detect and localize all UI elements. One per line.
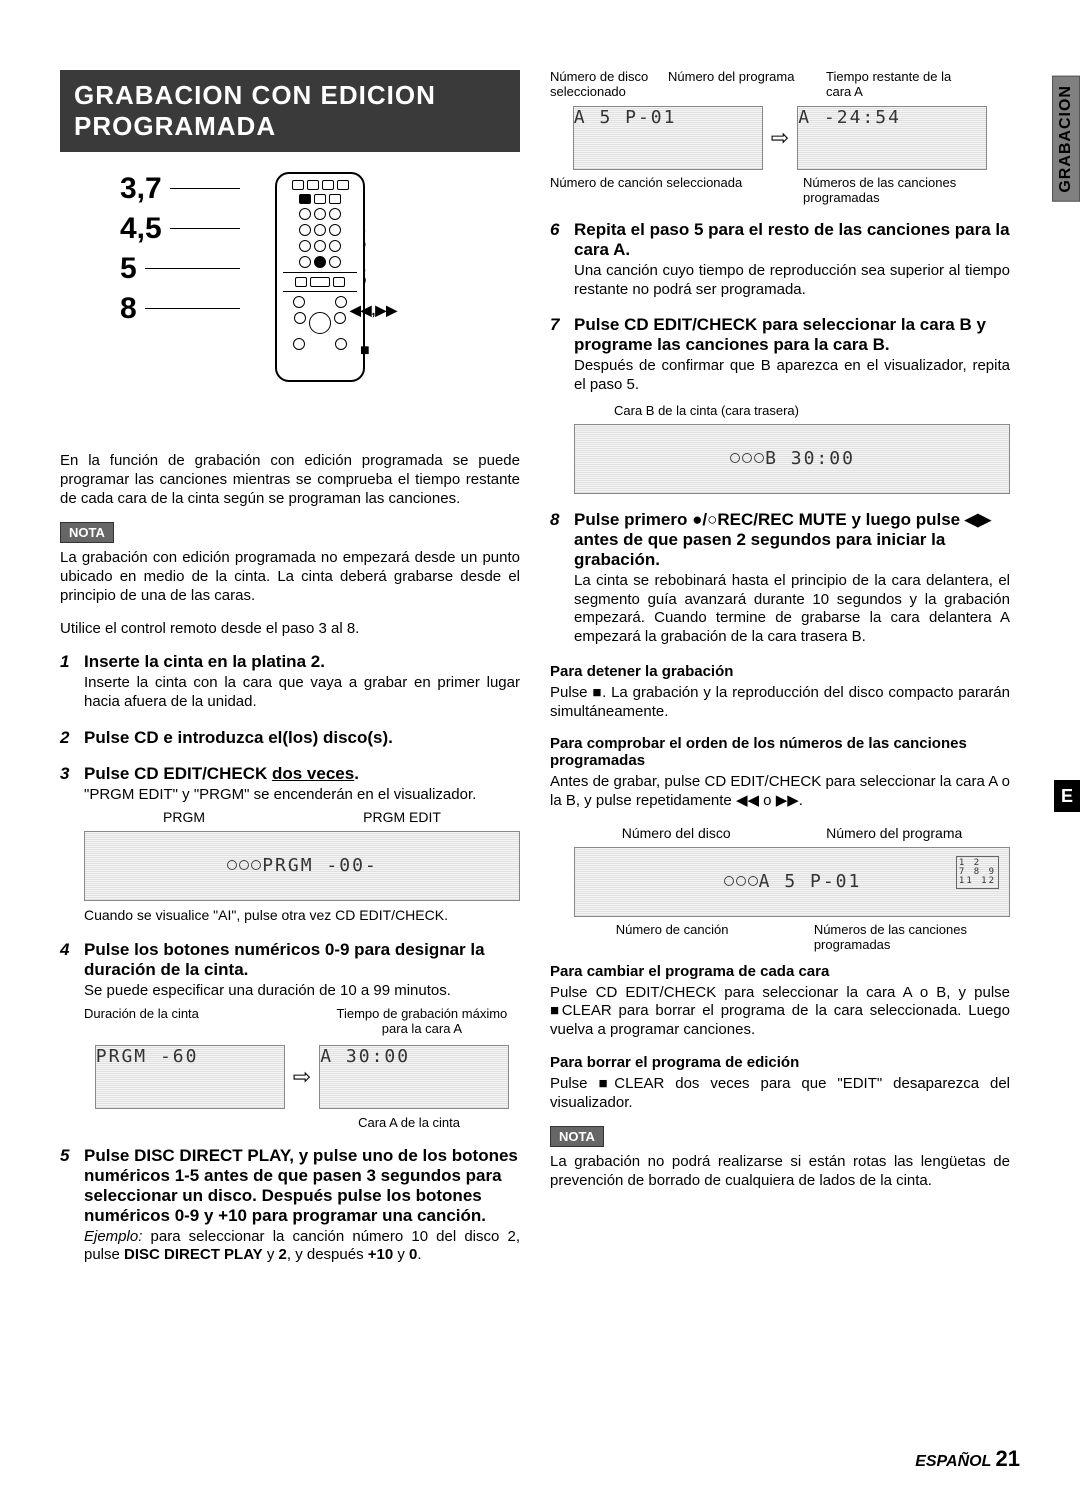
step-body: Ejemplo: Ejemplo: para seleccionar la ca… xyxy=(84,1228,520,1266)
step-4: 4Pulse los botones numéricos 0-9 para de… xyxy=(60,940,520,1130)
section-tab-e: E xyxy=(1054,780,1080,812)
callout-line xyxy=(170,228,240,229)
nota-text-2: La grabación no podrá realizarse si está… xyxy=(550,1153,1010,1191)
display-bottom-labels: Número de canción seleccionada Números d… xyxy=(550,176,1010,206)
step-body: Inserte la cinta con la cara que vaya a … xyxy=(84,674,520,712)
step-title: Pulse CD EDIT/CHECK para seleccionar la … xyxy=(574,315,1010,355)
step-num: 4 xyxy=(60,940,76,980)
subhead-change: Para cambiar el programa de cada cara xyxy=(550,963,1010,980)
step-num: 2 xyxy=(60,728,76,748)
display-caption: Cara A de la cinta xyxy=(84,1115,460,1130)
step-2: 2 Pulse CD e introduzca el(los) disco(s). xyxy=(60,728,520,748)
side-tab: GRABACION xyxy=(1052,76,1080,202)
intro-text: En la función de grabación con edición p… xyxy=(60,452,520,508)
display-bottom-labels: Número de canción Números de las cancion… xyxy=(574,923,1010,953)
step-body: Una canción cuyo tiempo de reproducción … xyxy=(574,262,1010,300)
page: GRABACION CON EDICION PROGRAMADA 3,7 4,5… xyxy=(60,70,1020,1281)
subhead-check: Para comprobar el orden de los números d… xyxy=(550,735,1010,769)
step-num: 3 xyxy=(60,764,76,784)
stop-icon: ■ xyxy=(360,342,370,360)
subhead-erase: Para borrar el programa de edición xyxy=(550,1054,1010,1071)
step-6: 6Repita el paso 5 para el resto de las c… xyxy=(550,220,1010,300)
callout-4-5: 4,5 xyxy=(120,212,162,246)
display-labels: Número del discoNúmero del programa xyxy=(574,825,1010,841)
left-column: GRABACION CON EDICION PROGRAMADA 3,7 4,5… xyxy=(60,70,520,1281)
step-title: Pulse CD EDIT/CHECK dos veces. xyxy=(84,764,359,784)
callout-5: 5 xyxy=(120,252,137,286)
step-num: 5 xyxy=(60,1146,76,1226)
step-title: Repita el paso 5 para el resto de las ca… xyxy=(574,220,1010,260)
right-column: Número de disco seleccionado Número del … xyxy=(550,70,1010,1281)
rwff-icon: ◀◀,▶▶ xyxy=(350,302,397,319)
title-line2: PROGRAMADA xyxy=(74,111,506,142)
top-display-labels: Número de disco seleccionado Número del … xyxy=(550,70,1010,100)
subhead-stop: Para detener la grabación xyxy=(550,663,1010,680)
lcd-display-sidea: A 30:00 xyxy=(319,1045,509,1109)
footer-page: 21 xyxy=(996,1446,1020,1471)
step-body: La cinta se rebobinará hasta el principi… xyxy=(574,572,1010,647)
para-erase: Pulse ■CLEAR dos veces para que "EDIT" d… xyxy=(550,1075,1010,1113)
remote-diagram: 3,7 4,5 5 8 2 8 xyxy=(60,172,520,432)
remote-body xyxy=(275,172,365,382)
display-caption: Cuando se visualice "AI", pulse otra vez… xyxy=(84,907,520,925)
lcd-display-prog: A 5 P-01 xyxy=(573,106,763,170)
lcd-display-sideb: B 30:00 xyxy=(574,424,1010,494)
display-row: PRGM -60 ⇨ A 30:00 xyxy=(84,1039,520,1115)
remote-note: Utilice el control remoto desde el paso … xyxy=(60,620,520,639)
para-stop: Pulse ■. La grabación y la reproducción … xyxy=(550,684,1010,722)
step-title: Pulse primero ●/○REC/REC MUTE y luego pu… xyxy=(574,510,1010,570)
nota-label-1: NOTA xyxy=(60,522,114,543)
step-title: Pulse CD e introduzca el(los) disco(s). xyxy=(84,728,393,748)
para-change: Pulse CD EDIT/CHECK para seleccionar la … xyxy=(550,984,1010,1040)
step-8: 8Pulse primero ●/○REC/REC MUTE y luego p… xyxy=(550,510,1010,647)
step-num: 1 xyxy=(60,652,76,672)
step-1: 1 Inserte la cinta en la platina 2. Inser… xyxy=(60,652,520,712)
callout-line xyxy=(145,268,240,269)
lcd-display-remain: A -24:54 xyxy=(797,106,987,170)
step-body: Después de confirmar que B aparezca en e… xyxy=(574,357,1010,395)
lcd-display-prgm: PRGM -00- xyxy=(84,831,520,901)
nota-text-1: La grabación con edición programada no e… xyxy=(60,549,520,605)
section-title: GRABACION CON EDICION PROGRAMADA xyxy=(60,70,520,152)
arrow-right-icon: ⇨ xyxy=(293,1064,311,1090)
title-line1: GRABACION CON EDICION xyxy=(74,80,506,111)
step-5: 5Pulse DISC DIRECT PLAY, y pulse uno de … xyxy=(60,1146,520,1266)
para-check: Antes de grabar, pulse CD EDIT/CHECK par… xyxy=(550,773,1010,811)
nota-label-2: NOTA xyxy=(550,1126,604,1147)
arrow-right-icon: ⇨ xyxy=(771,125,789,151)
step-num: 6 xyxy=(550,220,566,260)
display-label: Cara B de la cinta (cara trasera) xyxy=(614,403,1010,418)
callout-line xyxy=(145,308,240,309)
page-footer: ESPAÑOL 21 xyxy=(915,1446,1020,1472)
display-labels: PRGMPRGM EDIT xyxy=(84,809,520,825)
step-num: 8 xyxy=(550,510,566,570)
lcd-display-check: A 5 P-01 1 27 8 911 12 xyxy=(574,847,1010,917)
step-7: 7Pulse CD EDIT/CHECK para seleccionar la… xyxy=(550,315,1010,494)
callout-line xyxy=(170,188,240,189)
display-row-top: A 5 P-01 ⇨ A -24:54 xyxy=(550,100,1010,176)
step-title: Pulse los botones numéricos 0-9 para des… xyxy=(84,940,520,980)
step-body: "PRGM EDIT" y "PRGM" se encenderán en el… xyxy=(84,786,520,805)
step-num: 7 xyxy=(550,315,566,355)
step-title: Inserte la cinta en la platina 2. xyxy=(84,652,325,672)
callout-8-left: 8 xyxy=(120,292,137,326)
display-labels: Duración de la cinta Tiempo de grabación… xyxy=(84,1007,520,1037)
callout-3-7: 3,7 xyxy=(120,172,162,206)
footer-lang: ESPAÑOL xyxy=(915,1453,991,1470)
lcd-display-duration: PRGM -60 xyxy=(95,1045,285,1109)
step-body: Se puede especificar una duración de 10 … xyxy=(84,982,520,1001)
step-title: Pulse DISC DIRECT PLAY, y pulse uno de l… xyxy=(84,1146,520,1226)
step-3: 3 Pulse CD EDIT/CHECK dos veces. "PRGM ED… xyxy=(60,764,520,924)
